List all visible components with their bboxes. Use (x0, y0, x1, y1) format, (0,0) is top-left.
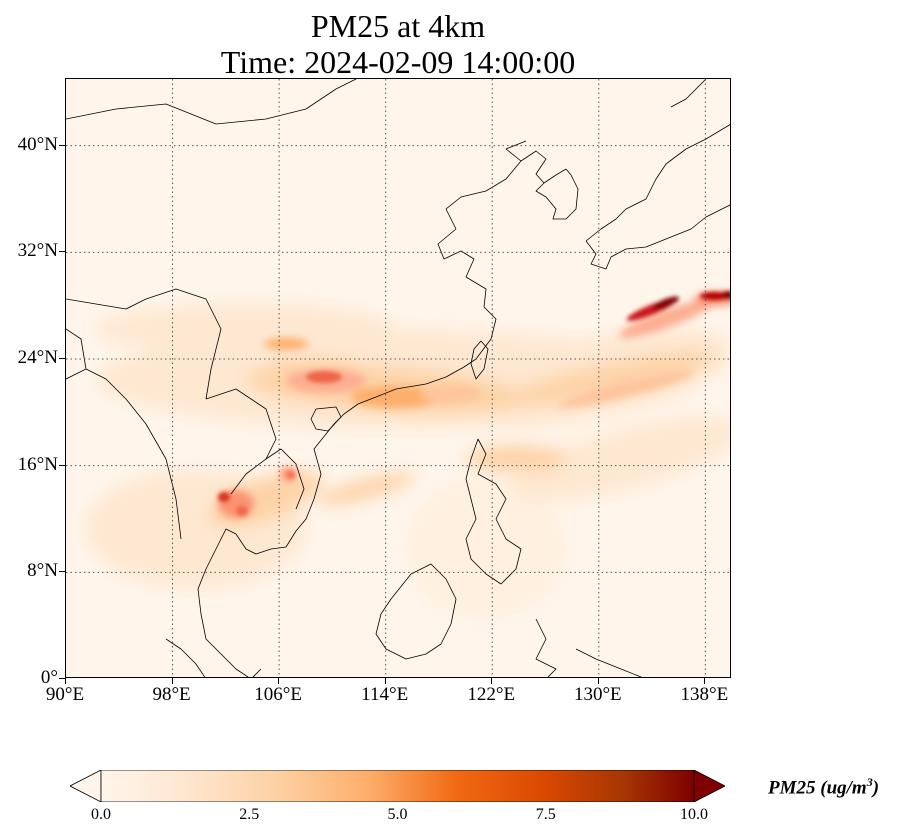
lat-tick-mark (59, 358, 65, 359)
lat-tick-label: 24°N (17, 347, 58, 368)
lon-tick-mark (704, 678, 706, 684)
colorbar (70, 770, 725, 802)
colorbar-tick-label: 10.0 (680, 806, 708, 823)
lat-tick-mark (59, 251, 65, 253)
lon-tick-mark (384, 678, 386, 684)
lon-tick-label: 106°E (254, 684, 302, 705)
lat-tick-mark (59, 464, 65, 466)
lon-tick-label: 98°E (152, 684, 191, 705)
lon-tick-label: 130°E (573, 684, 622, 705)
coastlines (66, 79, 730, 677)
lon-tick-label: 114°E (361, 684, 409, 705)
title-line-1: PM25 at 4km (310, 8, 486, 44)
pm25-field (86, 291, 730, 619)
colorbar-tick-label: 7.5 (535, 806, 556, 823)
lat-tick-label: 40°N (17, 133, 58, 155)
lon-tick-mark (597, 678, 599, 684)
lon-tick-mark (171, 678, 173, 684)
gridlines (66, 79, 730, 677)
lat-tick-label: 0° (40, 667, 58, 688)
lon-tick-mark (491, 678, 493, 684)
colorbar-label: PM25 (ug/m3) (768, 775, 880, 799)
lon-tick-mark (278, 678, 280, 684)
lon-tick-mark (65, 678, 66, 684)
map-title: PM25 at 4km Time: 2024-02-09 14:00:00 (65, 8, 731, 80)
lat-tick-label: 16°N (17, 453, 58, 475)
pm25-map (66, 79, 730, 677)
lat-tick-label: 32°N (17, 240, 58, 262)
colorbar-extend-max (693, 770, 725, 802)
lon-tick-label: 122°E (467, 684, 516, 705)
lat-tick-mark (59, 144, 65, 146)
lon-tick-label: 138°E (680, 684, 729, 705)
lon-tick-label: 90°E (45, 684, 85, 705)
lat-tick-mark (59, 678, 65, 679)
colorbar-tick-label: 0.0 (91, 806, 111, 823)
map-plot-area (65, 78, 731, 678)
colorbar-tick-label: 5.0 (387, 806, 408, 823)
colorbar-tick-label: 2.5 (239, 806, 260, 823)
title-line-2: Time: 2024-02-09 14:00:00 (220, 44, 576, 80)
lat-tick-mark (59, 571, 65, 573)
colorbar-gradient (100, 770, 695, 802)
lat-tick-label: 8°N (27, 560, 58, 582)
colorbar-extend-min (70, 770, 102, 802)
